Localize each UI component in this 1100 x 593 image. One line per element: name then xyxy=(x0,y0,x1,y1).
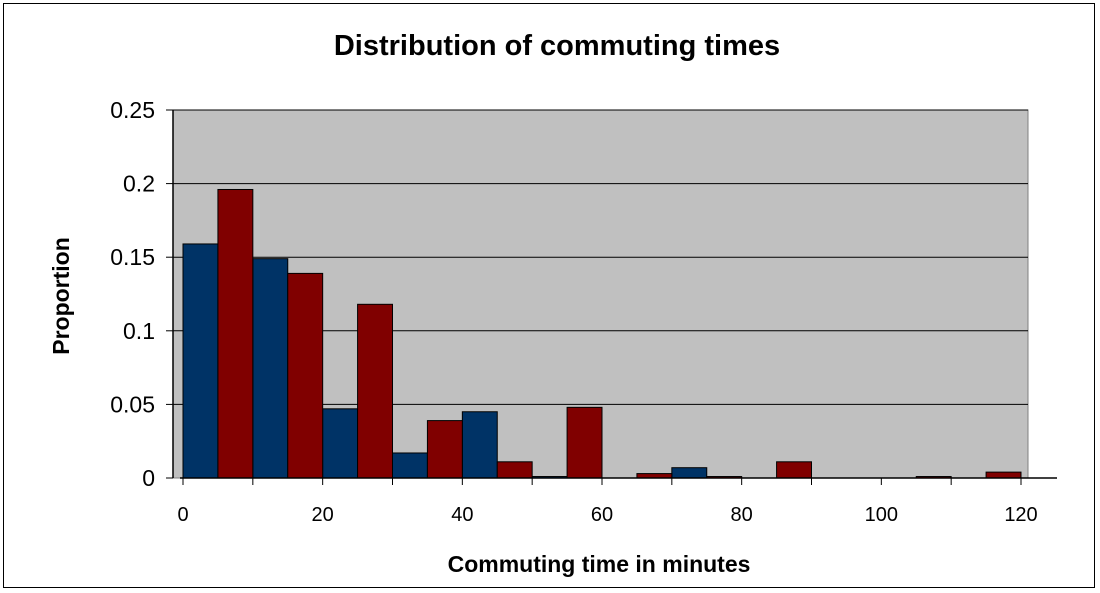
chart-title: Distribution of commuting times xyxy=(334,30,780,62)
bar-series-2 xyxy=(217,188,254,479)
y-tick-label: 0 xyxy=(142,465,155,491)
x-tick-label: 120 xyxy=(1004,504,1037,526)
bar-series-1 xyxy=(182,243,219,479)
y-tick-label: 0.2 xyxy=(123,171,155,197)
bar-series-1 xyxy=(461,411,498,479)
bar-series-2 xyxy=(496,461,533,479)
y-tick-label: 0.15 xyxy=(110,244,155,270)
axes xyxy=(166,109,1057,485)
y-tick-label: 0.05 xyxy=(110,391,155,417)
x-tick-label: 100 xyxy=(865,504,898,526)
bar-series-1 xyxy=(671,467,708,479)
x-tick-label: 40 xyxy=(451,504,473,526)
x-tick-labels: 0 20 40 60 80 100 120 xyxy=(177,504,1037,526)
y-tick-label: 0.25 xyxy=(110,97,155,123)
x-tick-label: 0 xyxy=(177,504,188,526)
bar-series-2 xyxy=(566,406,603,479)
bars xyxy=(182,188,1022,479)
x-tick-label: 80 xyxy=(731,504,753,526)
y-tick-labels: 0 0.05 0.1 0.15 0.2 0.25 xyxy=(110,97,155,491)
bar-series-1 xyxy=(322,408,359,479)
bar-series-1 xyxy=(392,452,428,479)
y-axis-label: Proportion xyxy=(48,237,74,355)
x-axis-label: Commuting time in minutes xyxy=(448,551,751,577)
x-tick-label: 60 xyxy=(591,504,613,526)
bar-series-2 xyxy=(776,461,812,479)
bar-series-2 xyxy=(985,471,1022,479)
bar-series-1 xyxy=(252,258,289,479)
x-tick-label: 20 xyxy=(312,504,334,526)
y-tick-label: 0.1 xyxy=(123,318,155,344)
bar-series-2 xyxy=(357,303,394,479)
bar-series-2 xyxy=(426,420,463,479)
bar-series-2 xyxy=(287,272,324,479)
